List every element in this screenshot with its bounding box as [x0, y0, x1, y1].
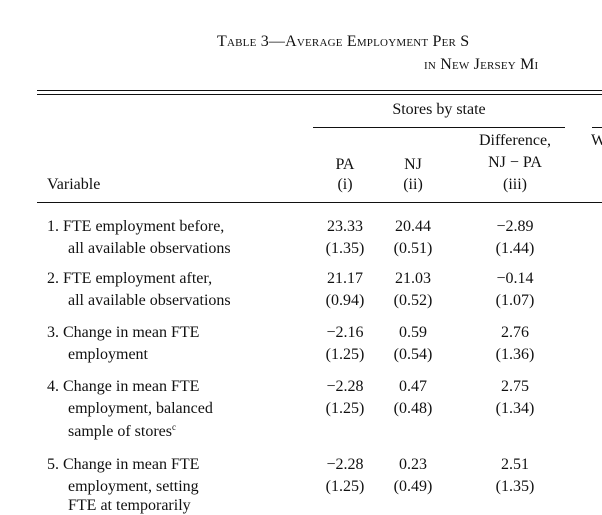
row4-diff-se: (1.34) — [495, 400, 535, 417]
row1-nj-se: (0.51) — [393, 240, 433, 257]
col-header-pa: PA — [335, 156, 355, 173]
variable-header: Variable — [47, 176, 101, 193]
partial-column-header: W — [591, 132, 602, 149]
row3-label-line2: employment — [68, 346, 148, 363]
partial-header-overline — [592, 127, 602, 128]
row2-pa: 21.17 — [327, 270, 363, 287]
row5-label-line1: 5. Change in mean FTE — [47, 456, 200, 473]
row4-diff: 2.75 — [501, 378, 529, 395]
row5-label-line2: employment, setting — [68, 478, 199, 495]
row1-diff-se: (1.44) — [495, 240, 535, 257]
row5-nj: 0.23 — [399, 456, 427, 473]
row3-label-line1: 3. Change in mean FTE — [47, 324, 200, 341]
row3-nj-se: (0.54) — [393, 346, 433, 363]
header-bottom-rule — [37, 202, 602, 203]
col-header-diff-line2: NJ − PA — [488, 154, 542, 171]
row4-pa-se: (1.25) — [325, 400, 365, 417]
row2-diff-se: (1.07) — [495, 292, 535, 309]
top-rule-2 — [37, 94, 602, 95]
row2-diff: −0.14 — [496, 270, 534, 287]
col-header-diff-sub: (iii) — [503, 176, 527, 193]
table-title-line1: Table 3—Average Employment Per S — [217, 33, 470, 50]
row2-pa-se: (0.94) — [325, 292, 365, 309]
row5-nj-se: (0.49) — [393, 478, 433, 495]
row3-diff-se: (1.36) — [495, 346, 535, 363]
group-header-rule — [313, 127, 565, 128]
row4-nj-se: (0.48) — [393, 400, 433, 417]
col-header-nj-sub: (ii) — [403, 176, 423, 193]
row3-nj: 0.59 — [399, 324, 427, 341]
row3-diff: 2.76 — [501, 324, 529, 341]
row1-label-line1: 1. FTE employment before, — [47, 218, 225, 235]
row4-nj: 0.47 — [399, 378, 427, 395]
row5-label-line3: FTE at temporarily — [68, 497, 191, 514]
row4-label-line3: sample of storesc — [68, 422, 176, 441]
row4-label-line3-text: sample of stores — [68, 423, 172, 440]
row1-label-line2: all available observations — [68, 240, 231, 257]
row5-diff: 2.51 — [501, 456, 529, 473]
row4-footnote-marker: c — [171, 422, 176, 432]
row5-pa-se: (1.25) — [325, 478, 365, 495]
row5-diff-se: (1.35) — [495, 478, 535, 495]
row2-nj: 21.03 — [395, 270, 431, 287]
row5-pa: −2.28 — [326, 456, 364, 473]
row2-label-line2: all available observations — [68, 292, 231, 309]
row3-pa-se: (1.25) — [325, 346, 365, 363]
row1-pa: 23.33 — [327, 218, 363, 235]
col-header-diff: Difference, — [478, 132, 552, 149]
row4-label-line1: 4. Change in mean FTE — [47, 378, 200, 395]
row1-diff: −2.89 — [496, 218, 534, 235]
row2-nj-se: (0.52) — [393, 292, 433, 309]
row1-nj: 20.44 — [395, 218, 431, 235]
row4-label-line2: employment, balanced — [68, 400, 213, 417]
row2-label-line1: 2. FTE employment after, — [47, 270, 213, 287]
row1-pa-se: (1.35) — [325, 240, 365, 257]
group-header: Stores by state — [392, 101, 486, 118]
row4-pa: −2.28 — [326, 378, 364, 395]
top-rule-1 — [37, 90, 602, 91]
col-header-pa-sub: (i) — [337, 176, 353, 193]
table-title-line2: in New Jersey Mi — [424, 56, 539, 73]
col-header-nj: NJ — [404, 156, 422, 173]
row3-pa: −2.16 — [326, 324, 364, 341]
